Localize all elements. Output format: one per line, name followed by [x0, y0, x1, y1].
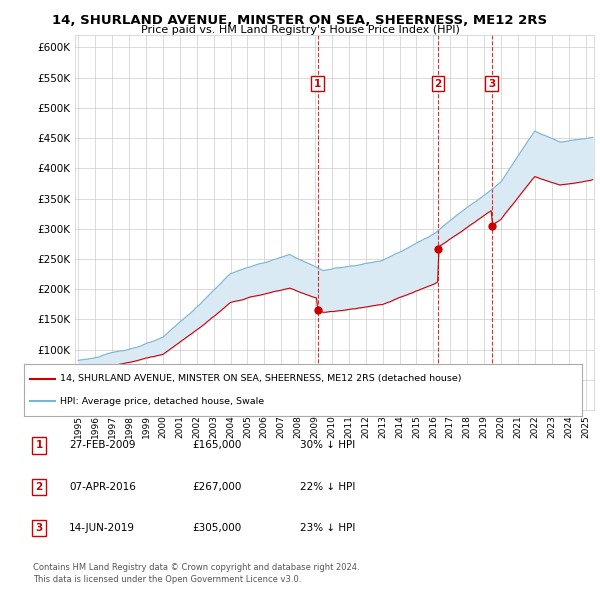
Text: 3: 3: [35, 523, 43, 533]
Text: 1: 1: [314, 78, 321, 88]
Text: 3: 3: [488, 78, 496, 88]
Text: This data is licensed under the Open Government Licence v3.0.: This data is licensed under the Open Gov…: [33, 575, 301, 584]
Text: £305,000: £305,000: [192, 523, 241, 533]
Text: 2: 2: [35, 482, 43, 491]
Text: £267,000: £267,000: [192, 482, 241, 491]
Text: 14, SHURLAND AVENUE, MINSTER ON SEA, SHEERNESS, ME12 2RS (detached house): 14, SHURLAND AVENUE, MINSTER ON SEA, SHE…: [60, 374, 462, 383]
Text: 30% ↓ HPI: 30% ↓ HPI: [300, 441, 355, 450]
Text: 1: 1: [35, 441, 43, 450]
Text: 14, SHURLAND AVENUE, MINSTER ON SEA, SHEERNESS, ME12 2RS: 14, SHURLAND AVENUE, MINSTER ON SEA, SHE…: [52, 14, 548, 27]
Text: 22% ↓ HPI: 22% ↓ HPI: [300, 482, 355, 491]
Text: 14-JUN-2019: 14-JUN-2019: [69, 523, 135, 533]
Text: Contains HM Land Registry data © Crown copyright and database right 2024.: Contains HM Land Registry data © Crown c…: [33, 563, 359, 572]
Text: Price paid vs. HM Land Registry's House Price Index (HPI): Price paid vs. HM Land Registry's House …: [140, 25, 460, 35]
Text: 2: 2: [434, 78, 442, 88]
Text: HPI: Average price, detached house, Swale: HPI: Average price, detached house, Swal…: [60, 397, 265, 406]
Text: 23% ↓ HPI: 23% ↓ HPI: [300, 523, 355, 533]
Text: 27-FEB-2009: 27-FEB-2009: [69, 441, 136, 450]
Text: 07-APR-2016: 07-APR-2016: [69, 482, 136, 491]
Text: £165,000: £165,000: [192, 441, 241, 450]
